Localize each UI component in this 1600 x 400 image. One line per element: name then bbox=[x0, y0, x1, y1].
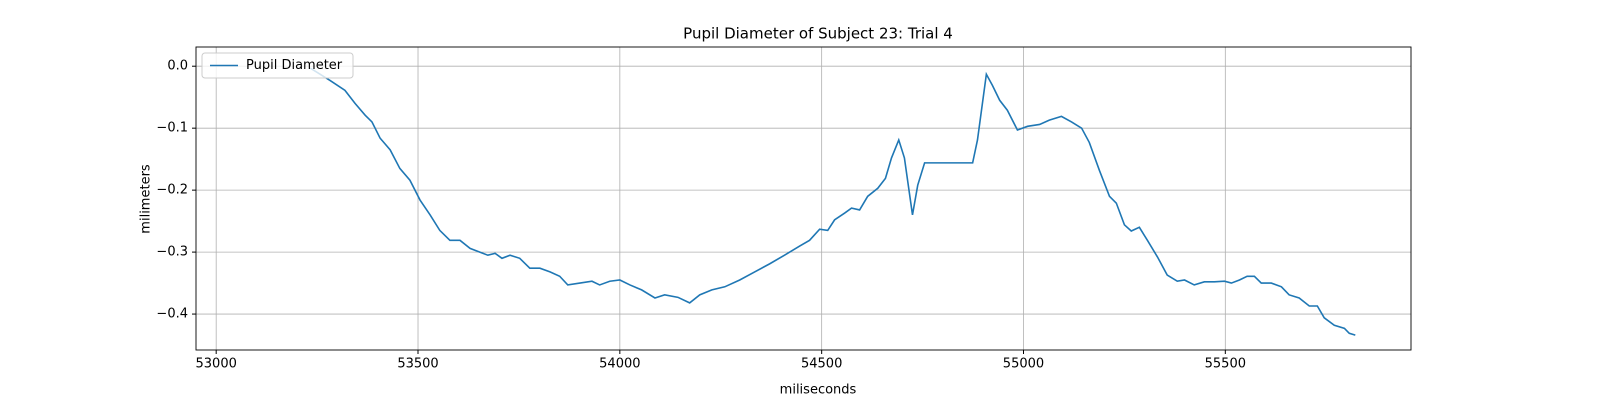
y-tick-label: −0.2 bbox=[156, 183, 188, 198]
legend-label: Pupil Diameter bbox=[246, 58, 343, 73]
legend-box bbox=[201, 52, 354, 79]
x-tick-label: 54500 bbox=[801, 357, 842, 372]
y-tick-label: −0.3 bbox=[156, 245, 188, 260]
x-tick-label: 55000 bbox=[1003, 357, 1044, 372]
y-tick-label: −0.4 bbox=[156, 307, 188, 322]
y-tick-label: 0.0 bbox=[167, 59, 188, 74]
x-tick-label: 53500 bbox=[397, 357, 438, 372]
x-tick-label: 54000 bbox=[599, 357, 640, 372]
x-tick-label: 53000 bbox=[196, 357, 237, 372]
data-line bbox=[309, 67, 1356, 336]
chart-title: Pupil Diameter of Subject 23: Trial 4 bbox=[683, 25, 953, 43]
x-tick-label: 55500 bbox=[1205, 357, 1246, 372]
x-axis-label: miliseconds bbox=[780, 383, 857, 398]
y-axis-label: milimeters bbox=[139, 164, 154, 234]
plot-frame bbox=[195, 46, 1412, 351]
y-tick-label: −0.1 bbox=[156, 121, 188, 136]
